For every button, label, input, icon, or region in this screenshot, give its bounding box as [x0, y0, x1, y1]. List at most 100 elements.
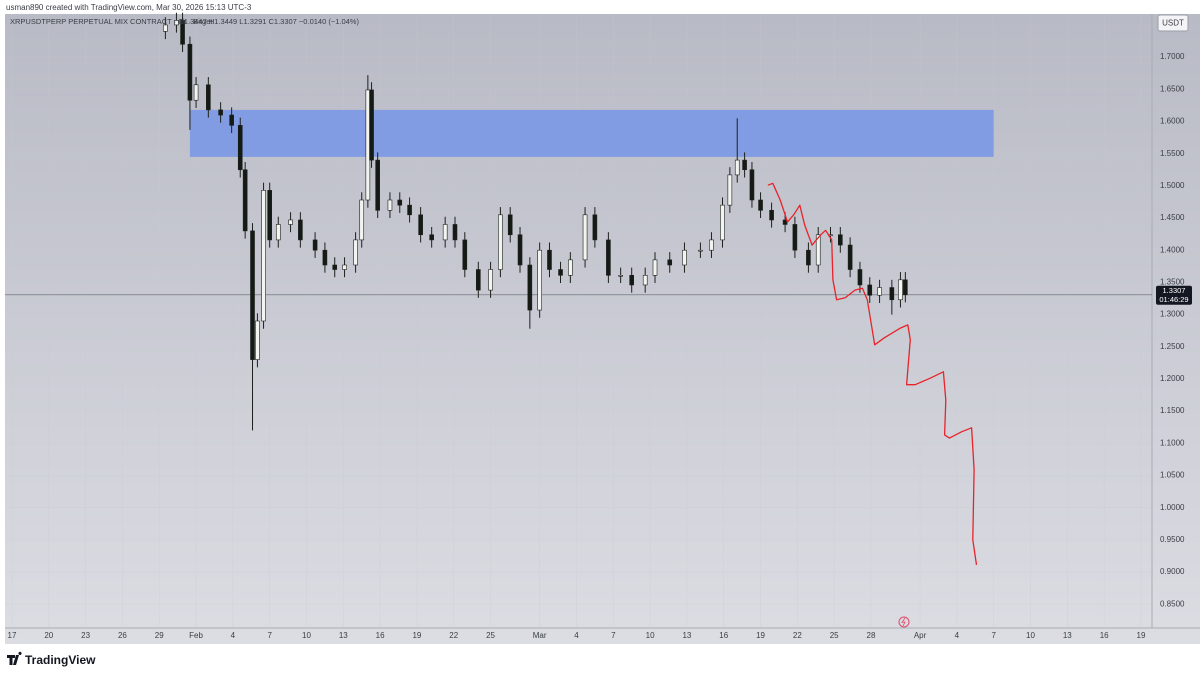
- candle-body: [742, 159, 747, 171]
- x-tick-label: 19: [412, 631, 421, 640]
- y-tick-label: 0.8500: [1160, 599, 1185, 608]
- candle-body: [507, 214, 513, 236]
- x-tick-label: 16: [1100, 631, 1109, 640]
- candle-body: [606, 239, 611, 276]
- x-tick-label: 4: [574, 631, 579, 640]
- candle-body: [418, 214, 423, 236]
- candle-body: [288, 219, 293, 225]
- last-price-badge: [1156, 285, 1192, 305]
- candle-body: [250, 230, 255, 360]
- y-tick-label: 1.2000: [1160, 374, 1185, 383]
- candle-body: [342, 264, 347, 270]
- y-tick-label: 1.3500: [1160, 277, 1185, 286]
- candle-body: [792, 224, 798, 251]
- candle-body: [592, 214, 598, 241]
- y-tick-label: 1.5000: [1160, 181, 1185, 190]
- candle-body: [359, 199, 365, 241]
- candle-body: [332, 264, 338, 270]
- candle-body: [568, 259, 573, 276]
- x-tick-label: 19: [1137, 631, 1146, 640]
- alert-icon[interactable]: [898, 616, 910, 628]
- candle-body: [298, 219, 303, 241]
- x-tick-label: 29: [155, 631, 164, 640]
- x-tick-label: 10: [646, 631, 655, 640]
- candle-body: [407, 204, 412, 216]
- candle-body: [758, 199, 763, 211]
- candle-body: [242, 169, 248, 232]
- candle-body: [353, 239, 358, 266]
- brand: TradingView: [25, 653, 96, 667]
- y-tick-label: 1.7000: [1160, 52, 1185, 61]
- candle-body: [267, 190, 272, 241]
- x-tick-label: 19: [756, 631, 765, 640]
- candle-body: [255, 320, 260, 360]
- x-tick-label: 4: [231, 631, 236, 640]
- candle-body: [180, 20, 185, 45]
- y-tick-label: 1.1000: [1160, 438, 1185, 447]
- candle-body: [667, 259, 673, 266]
- candle-body: [857, 269, 863, 286]
- chart-background: [5, 14, 1200, 644]
- candle-body: [652, 259, 658, 276]
- candle-body: [709, 239, 714, 251]
- x-tick-label: Mar: [533, 631, 547, 640]
- x-tick-label: 25: [486, 631, 495, 640]
- candle-body: [442, 224, 448, 241]
- candle-body: [720, 204, 725, 241]
- candle-body: [547, 249, 552, 270]
- y-tick-label: 1.4500: [1160, 213, 1185, 222]
- x-tick-label: 10: [302, 631, 311, 640]
- candle-body: [806, 249, 811, 266]
- candle-body: [903, 279, 908, 296]
- candle-body: [312, 239, 318, 251]
- x-tick-label: 13: [1063, 631, 1072, 640]
- x-tick-label: Feb: [189, 631, 203, 640]
- candle-body: [275, 224, 281, 241]
- x-tick-label: 26: [118, 631, 127, 640]
- x-tick-label: 13: [339, 631, 348, 640]
- candle-body: [174, 20, 179, 26]
- candle-body: [682, 249, 687, 266]
- y-tick-label: 1.6000: [1160, 117, 1185, 126]
- candle-body: [387, 199, 393, 211]
- countdown-label: 01:46:29: [1159, 295, 1188, 304]
- x-tick-label: 7: [267, 631, 272, 640]
- candle-body: [229, 114, 234, 126]
- x-tick-label: 28: [867, 631, 876, 640]
- x-tick-label: 17: [8, 631, 17, 640]
- currency[interactable]: USDT: [1162, 19, 1184, 28]
- ohlc-legend: O1.3447 H1.3449 L1.3291 C1.3307 −0.0140 …: [178, 17, 359, 26]
- x-tick-label: 10: [1026, 631, 1035, 640]
- candle-body: [517, 234, 523, 266]
- candle-body: [558, 269, 563, 276]
- candle-body: [629, 275, 634, 286]
- x-tick-label: 13: [682, 631, 691, 640]
- candle-body: [193, 84, 199, 101]
- candle-body: [867, 284, 873, 296]
- candle-body: [206, 84, 211, 111]
- x-tick-label: 22: [793, 631, 802, 640]
- candle-body: [261, 190, 266, 322]
- brand-logo: [7, 651, 22, 665]
- candle-body: [429, 234, 434, 241]
- candle-body: [618, 275, 623, 277]
- y-tick-label: 1.0000: [1160, 503, 1185, 512]
- projection-line: [767, 182, 978, 565]
- currency-button[interactable]: [1157, 14, 1189, 32]
- x-tick-label: 7: [611, 631, 616, 640]
- candle-body: [642, 275, 648, 286]
- candle-body: [889, 287, 895, 301]
- y-tick-label: 0.9000: [1160, 567, 1185, 576]
- y-tick-label: 1.5500: [1160, 149, 1185, 158]
- candle-body: [187, 43, 193, 101]
- candle-body: [237, 125, 243, 171]
- y-tick-label: 1.4000: [1160, 245, 1185, 254]
- candle-body: [476, 269, 481, 291]
- supply-zone: [189, 109, 994, 157]
- candle-body: [488, 269, 493, 291]
- y-tick-label: 0.9500: [1160, 535, 1185, 544]
- x-tick-label: 23: [81, 631, 90, 640]
- candle-body: [698, 249, 703, 252]
- candle-body: [847, 244, 853, 270]
